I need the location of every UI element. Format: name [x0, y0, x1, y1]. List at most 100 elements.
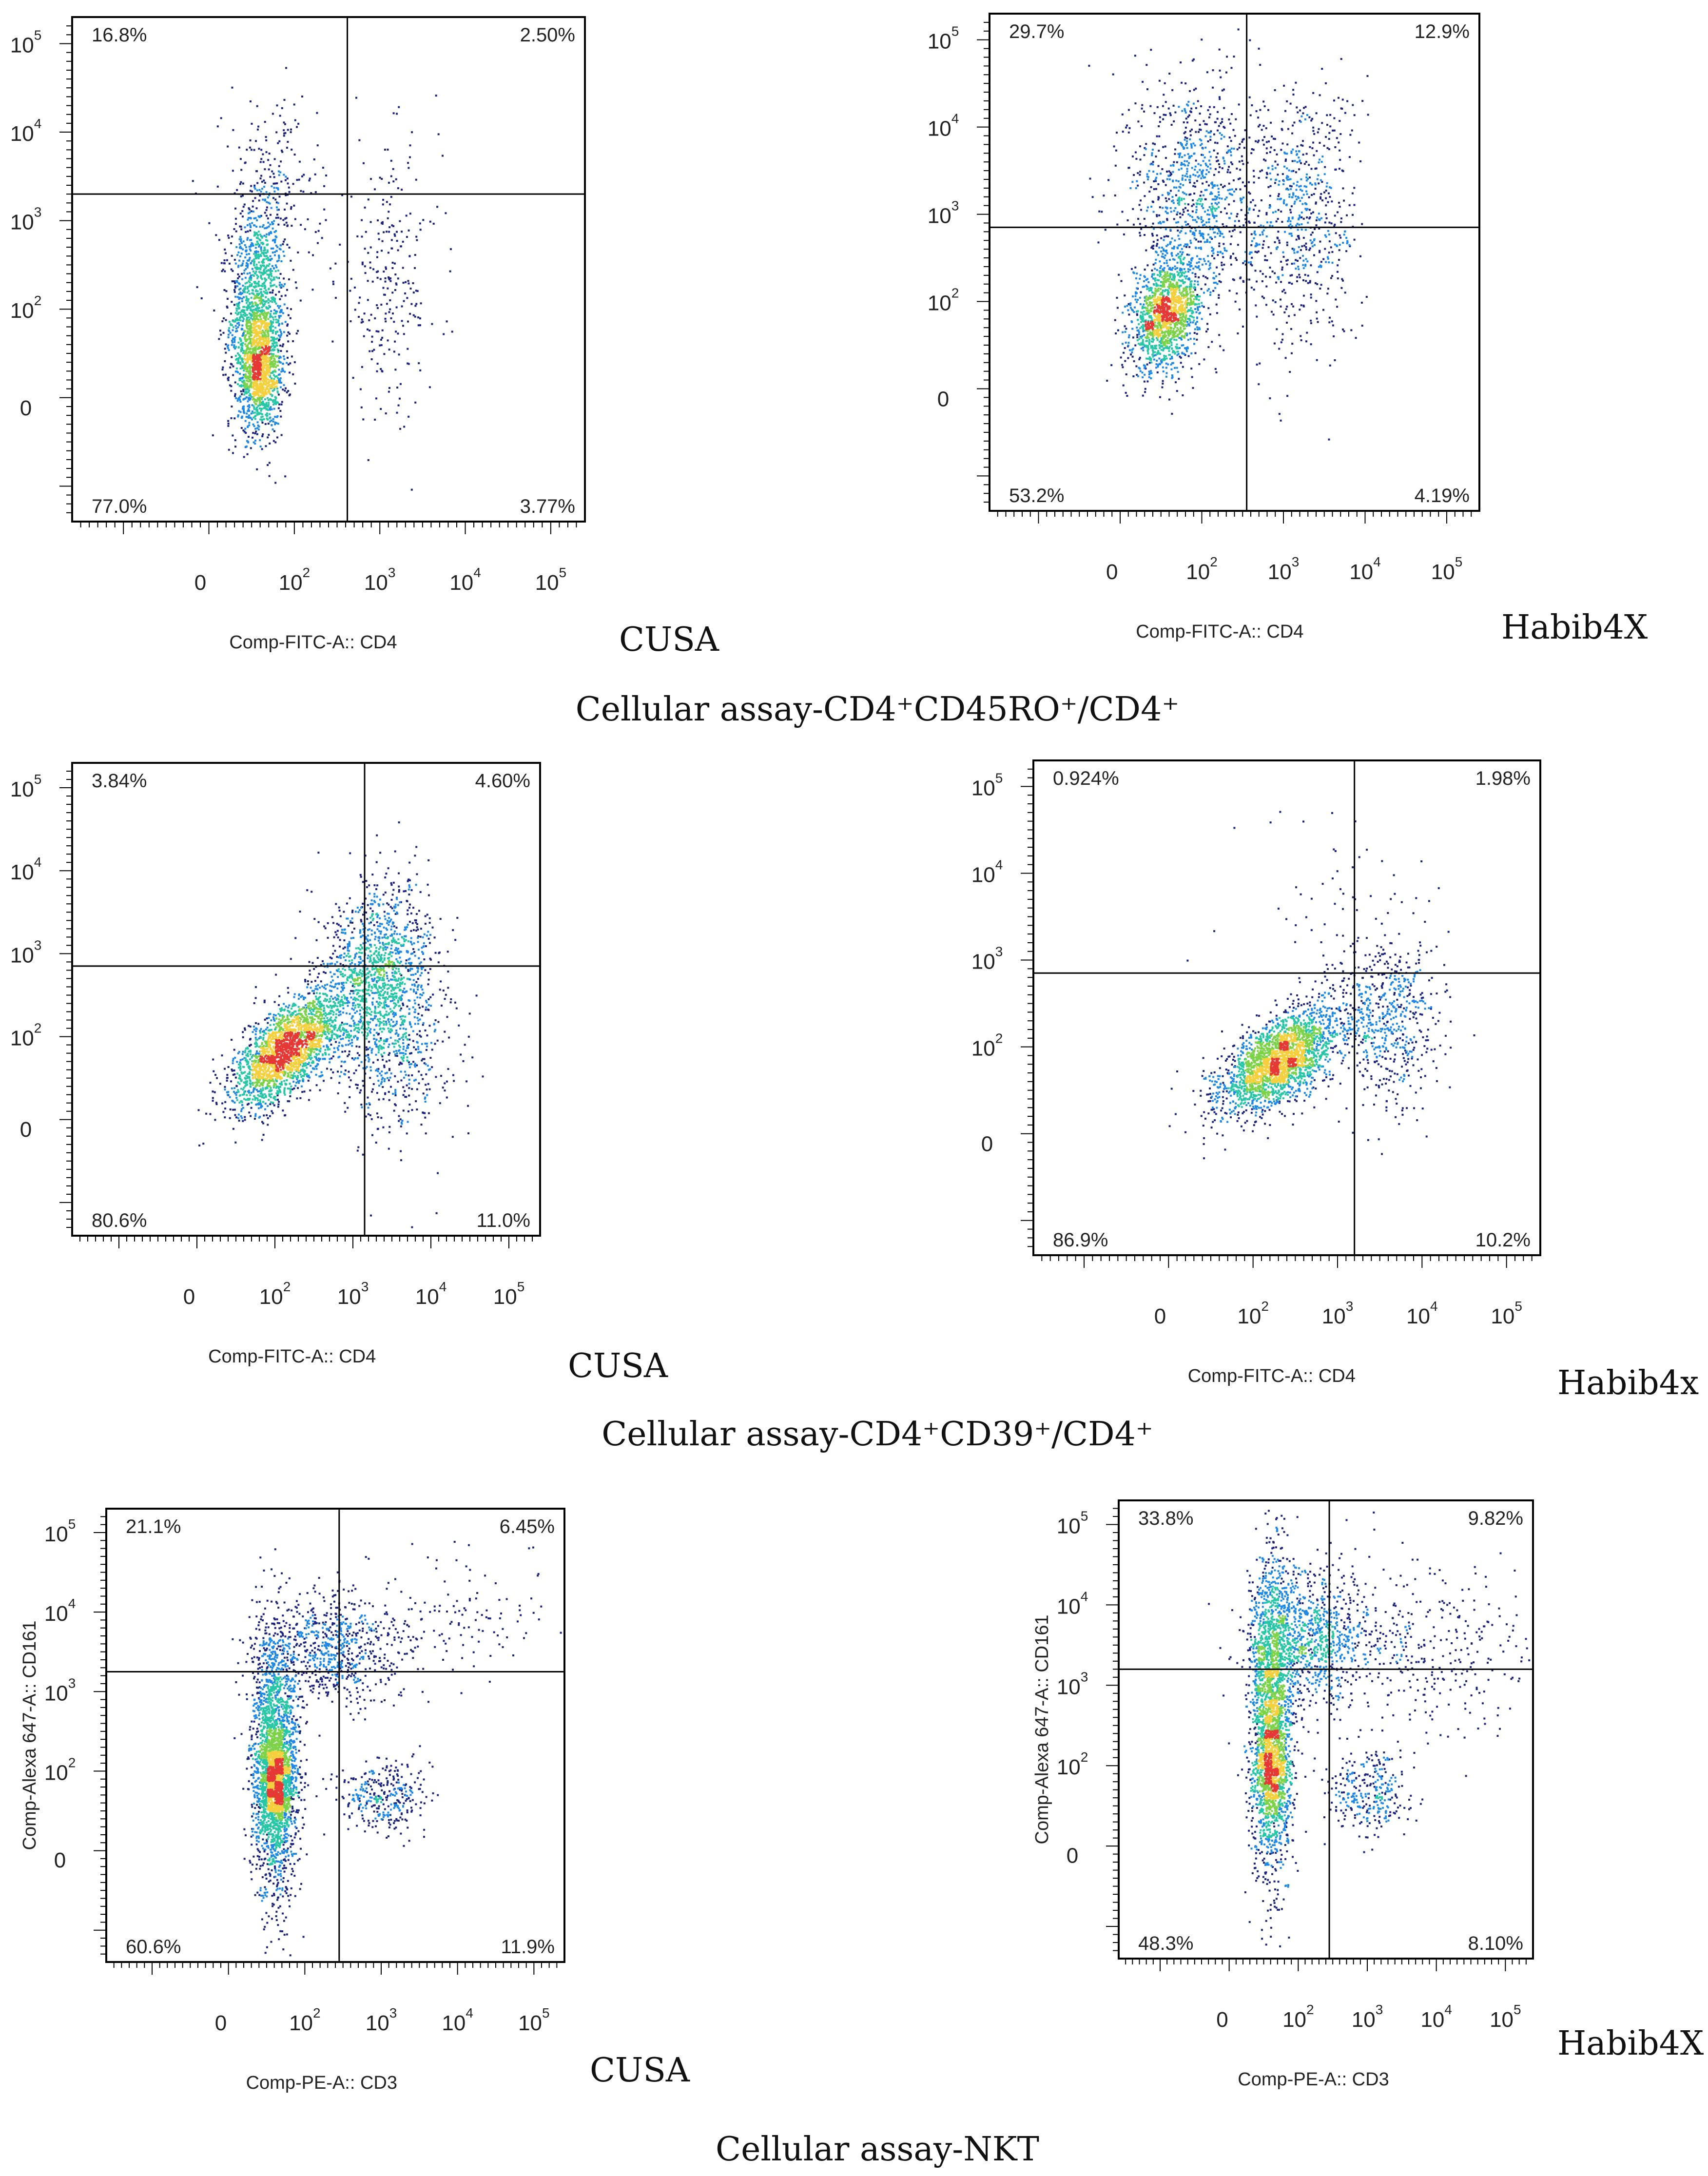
event-dot — [1329, 364, 1331, 367]
event-dot — [1169, 114, 1172, 117]
event-dot — [1217, 129, 1219, 132]
event-dot — [233, 344, 235, 347]
event-dot — [265, 316, 268, 318]
event-dot — [239, 213, 242, 214]
event-dot — [1290, 185, 1293, 188]
event-dot — [259, 310, 262, 312]
event-dot — [250, 185, 252, 187]
event-dot — [262, 312, 264, 315]
event-dot — [1211, 212, 1214, 214]
event-dot — [272, 420, 274, 423]
event-dot — [384, 277, 387, 279]
event-dot — [1328, 186, 1331, 189]
event-dot — [1186, 175, 1189, 178]
event-dot — [1146, 264, 1149, 267]
event-dot — [1103, 194, 1105, 197]
event-dot — [264, 423, 267, 425]
event-dot — [242, 389, 245, 391]
event-dot — [1187, 213, 1190, 215]
event-dot — [249, 338, 252, 340]
event-dot — [269, 370, 271, 372]
event-dot — [245, 334, 247, 336]
event-dot — [232, 365, 234, 368]
event-dot — [1247, 261, 1250, 264]
event-dot — [1253, 221, 1256, 224]
event-dot — [1291, 196, 1293, 198]
event-dot — [286, 177, 289, 180]
event-dot — [1341, 108, 1343, 110]
event-dot — [369, 246, 372, 249]
event-dot — [1326, 182, 1328, 184]
event-dot — [283, 240, 285, 243]
event-dot — [274, 400, 276, 403]
event-dot — [384, 149, 386, 151]
event-dot — [1259, 124, 1261, 126]
event-dot — [1174, 148, 1177, 151]
event-dot — [246, 307, 249, 309]
event-dot — [1146, 88, 1148, 91]
event-dot — [265, 363, 267, 365]
event-dot — [1200, 258, 1202, 260]
event-dot — [1317, 131, 1319, 134]
event-dot — [263, 311, 266, 314]
event-dot — [1179, 355, 1181, 358]
event-dot — [1249, 251, 1251, 253]
event-dot — [1277, 174, 1279, 176]
event-dot — [286, 244, 289, 246]
event-dot — [1104, 229, 1106, 231]
event-dot — [278, 378, 280, 381]
event-dot — [244, 367, 246, 369]
event-dot — [239, 246, 242, 248]
event-dot — [212, 434, 214, 437]
event-dot — [1207, 140, 1209, 142]
event-dot — [269, 359, 271, 361]
event-dot — [248, 404, 251, 407]
event-dot — [1195, 238, 1197, 241]
event-dot — [224, 248, 226, 251]
event-dot — [1202, 169, 1204, 172]
event-dot — [268, 273, 270, 276]
event-dot — [1146, 175, 1148, 178]
event-dot — [242, 320, 244, 322]
event-dot — [255, 403, 257, 406]
event-dot — [419, 229, 422, 231]
event-dot — [264, 334, 266, 336]
event-dot — [1294, 200, 1296, 203]
event-dot — [387, 217, 389, 219]
y-tick-label: 0 — [20, 396, 32, 420]
event-dot — [1211, 254, 1213, 257]
event-dot — [1114, 319, 1116, 321]
event-dot — [1230, 113, 1233, 115]
event-dot — [251, 418, 253, 421]
event-dot — [1292, 192, 1295, 194]
event-dot — [283, 384, 285, 387]
event-dot — [1239, 188, 1242, 191]
event-dot — [1174, 265, 1176, 268]
event-dot — [1281, 120, 1284, 122]
event-dot — [241, 377, 243, 380]
event-dot — [269, 314, 272, 316]
event-dot — [271, 361, 273, 363]
event-dot — [1350, 329, 1353, 331]
event-dot — [1247, 212, 1249, 214]
event-dot — [1131, 328, 1134, 330]
event-dot — [241, 297, 243, 300]
event-dot — [246, 262, 248, 264]
event-dot — [234, 282, 236, 284]
event-dot — [1253, 289, 1255, 291]
event-dot — [261, 278, 263, 280]
event-dot — [253, 258, 255, 261]
event-dot — [1303, 244, 1306, 247]
event-dot — [252, 374, 254, 376]
event-dot — [1325, 136, 1327, 138]
event-dot — [239, 311, 242, 313]
event-dot — [1315, 167, 1318, 170]
event-dot — [1162, 268, 1164, 271]
event-dot — [256, 182, 259, 184]
event-dot — [1182, 214, 1184, 216]
event-dot — [1218, 48, 1221, 51]
event-dot — [1309, 280, 1311, 282]
event-dot — [260, 242, 263, 244]
event-dot — [1218, 294, 1220, 296]
event-dot — [1157, 364, 1159, 366]
